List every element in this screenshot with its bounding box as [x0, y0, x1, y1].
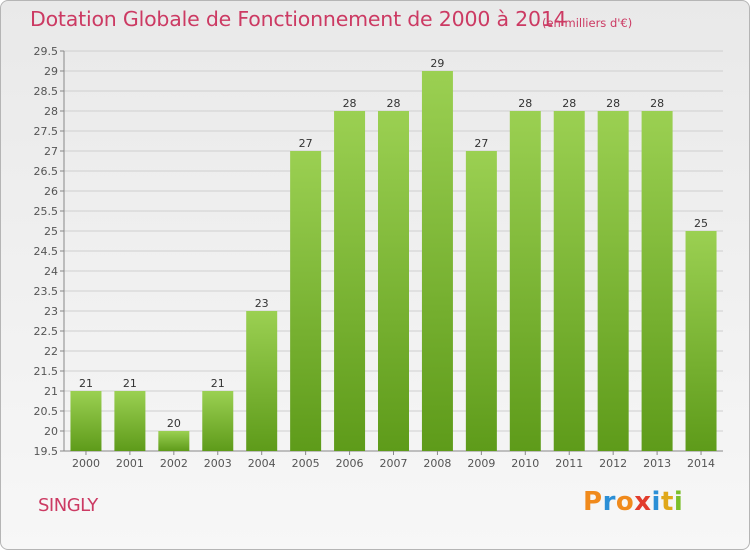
- commune-name: SINGLY: [38, 495, 98, 516]
- x-tick-label: 2009: [467, 457, 495, 470]
- y-tick-label: 21: [44, 385, 58, 398]
- x-tick-label: 2013: [643, 457, 671, 470]
- y-tick-label: 22: [44, 345, 58, 358]
- data-label: 25: [694, 217, 708, 230]
- bar-2006: [334, 111, 366, 451]
- y-tick-label: 24: [44, 265, 58, 278]
- data-label: 28: [343, 97, 357, 110]
- x-tick-label: 2014: [687, 457, 715, 470]
- x-tick-label: 2005: [292, 457, 320, 470]
- bar-2011: [553, 111, 585, 451]
- labels: 19.5 20 20.5 21 21.5 22 22.5 23 23.5 24 24.5 25 25.5…: [34, 45, 716, 470]
- y-tick-label: 22.5: [34, 325, 59, 338]
- data-label: 21: [211, 377, 225, 390]
- data-label: 28: [518, 97, 532, 110]
- bar-2001: [114, 391, 146, 451]
- y-tick-label: 27.5: [34, 125, 59, 138]
- bar-2005: [290, 151, 322, 451]
- proxiti-logo[interactable]: Proxiti: [583, 487, 683, 517]
- bar-2002: [158, 431, 190, 451]
- x-tick-label: 2002: [160, 457, 188, 470]
- chart-title: Dotation Globale de Fonctionnement de 20…: [30, 7, 567, 31]
- y-tick-label: 19.5: [34, 445, 59, 458]
- data-label: 29: [430, 57, 444, 70]
- data-label: 21: [123, 377, 137, 390]
- bar-2004: [246, 311, 278, 451]
- bar-2010: [509, 111, 541, 451]
- x-tick-label: 2000: [72, 457, 100, 470]
- data-label: 21: [79, 377, 93, 390]
- x-tick-label: 2007: [380, 457, 408, 470]
- y-tick-label: 25: [44, 225, 58, 238]
- x-tick-label: 2001: [116, 457, 144, 470]
- y-tick-label: 20.5: [34, 405, 59, 418]
- y-tick-label: 28.5: [34, 85, 59, 98]
- x-tick-label: 2003: [204, 457, 232, 470]
- x-tick-label: 2012: [599, 457, 627, 470]
- logo-letter: t: [660, 487, 674, 517]
- y-tick-label: 23.5: [34, 285, 59, 298]
- y-tick-label: 26.5: [34, 165, 59, 178]
- bar-2000: [70, 391, 102, 451]
- x-tick-label: 2008: [423, 457, 451, 470]
- y-tick-label: 28: [44, 105, 58, 118]
- bar-2008: [421, 71, 453, 451]
- x-tick-label: 2010: [511, 457, 539, 470]
- bar-2009: [465, 151, 497, 451]
- data-label: 28: [650, 97, 664, 110]
- logo-letter: r: [602, 487, 616, 517]
- bar-2003: [202, 391, 234, 451]
- data-label: 20: [167, 417, 181, 430]
- data-label: 28: [387, 97, 401, 110]
- y-tick-label: 23: [44, 305, 58, 318]
- data-label: 28: [606, 97, 620, 110]
- logo-letter: P: [583, 487, 603, 517]
- x-tick-label: 2011: [555, 457, 583, 470]
- y-tick-label: 24.5: [34, 245, 59, 258]
- y-tick-label: 25.5: [34, 205, 59, 218]
- bar-2012: [597, 111, 629, 451]
- y-tick-label: 20: [44, 425, 58, 438]
- data-label: 23: [255, 297, 269, 310]
- logo-letter: i: [651, 487, 661, 517]
- data-label: 27: [299, 137, 313, 150]
- logo-letter: o: [615, 487, 635, 517]
- data-label: 27: [474, 137, 488, 150]
- y-tick-label: 26: [44, 185, 58, 198]
- data-label: 28: [562, 97, 576, 110]
- unit-note: (en milliers d'€): [542, 16, 633, 30]
- bar-2014: [685, 231, 717, 451]
- logo-letter: x: [634, 487, 652, 517]
- x-tick-label: 2006: [336, 457, 364, 470]
- y-tick-label: 21.5: [34, 365, 59, 378]
- logo-letter: i: [673, 487, 684, 517]
- x-tick-label: 2004: [248, 457, 276, 470]
- y-tick-label: 27: [44, 145, 58, 158]
- bar-2013: [641, 111, 673, 451]
- y-tick-label: 29.5: [34, 45, 59, 58]
- bars: [70, 71, 717, 451]
- y-tick-label: 29: [44, 65, 58, 78]
- bar-2007: [378, 111, 409, 451]
